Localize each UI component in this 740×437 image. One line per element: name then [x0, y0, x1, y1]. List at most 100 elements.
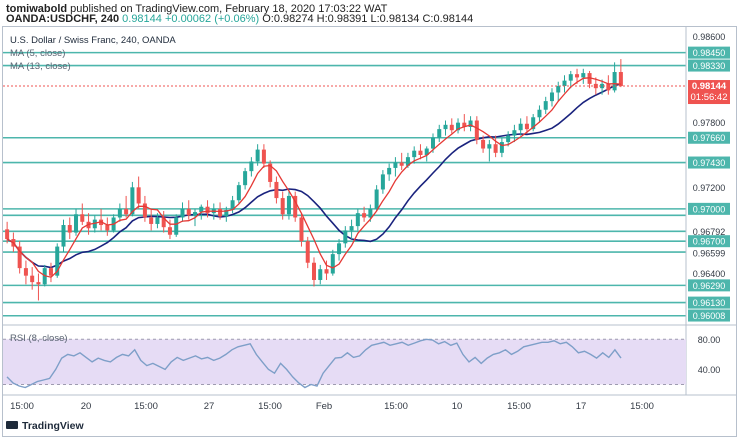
candle-57: [362, 206, 367, 222]
candle-85: [537, 105, 542, 123]
candle-body: [36, 282, 41, 285]
price-tag-bg-2: [688, 59, 730, 72]
candle-77: [487, 139, 492, 162]
last-price: 0.98144: [122, 13, 162, 25]
candle-52: [330, 249, 335, 276]
candle-body: [575, 74, 580, 78]
candle-35: [224, 206, 229, 222]
candle-56: [355, 208, 360, 231]
candle-body: [293, 195, 298, 218]
candle-71: [449, 118, 454, 134]
time-tick-label: 15:00: [10, 401, 34, 412]
candle-body: [581, 73, 586, 78]
candle-body: [186, 208, 191, 216]
open-value: O:0.98274: [262, 13, 314, 25]
candle-body: [430, 137, 435, 149]
candle-body: [167, 227, 172, 235]
candle-body: [136, 187, 141, 204]
candle-2: [17, 241, 22, 274]
candle-body: [324, 269, 329, 274]
candle-97: [612, 62, 617, 93]
candle-body: [23, 268, 28, 276]
candle-body: [543, 101, 548, 110]
candle-44: [280, 191, 285, 220]
candle-51: [324, 260, 329, 280]
candle-29: [186, 200, 191, 220]
candle-body: [149, 217, 154, 224]
bar-countdown: 01:56:42: [691, 92, 728, 103]
candle-23: [149, 208, 154, 231]
support-resistance-levels: [3, 51, 686, 317]
price-tag-bg-6: [688, 156, 730, 169]
candle-39: [249, 157, 254, 177]
legend-ma5[interactable]: MA (5, close): [10, 48, 65, 59]
candle-28: [180, 202, 185, 222]
tv-logo-icon: [6, 421, 18, 429]
price-tick-label: 0.96700: [693, 237, 726, 247]
candle-body: [218, 208, 223, 217]
candle-body: [562, 80, 567, 87]
candle-body: [268, 163, 273, 182]
candle-79: [499, 137, 504, 158]
candle-body: [305, 241, 310, 263]
time-tick-label: 17: [576, 401, 587, 412]
candle-body: [17, 246, 22, 269]
candle-body: [481, 139, 486, 149]
candle-body: [255, 149, 260, 162]
candle-18: [117, 203, 122, 222]
price-tick-label: 0.98450: [693, 48, 726, 58]
candle-body: [124, 208, 129, 215]
price-tick-label: 0.98600: [693, 32, 726, 42]
price-tick-label: 0.96130: [693, 298, 726, 308]
high-value: H:0.98391: [316, 13, 368, 25]
candle-88: [556, 81, 561, 102]
candle-body: [280, 198, 285, 215]
rsi-tick-label: 80.00: [698, 335, 721, 345]
candle-body: [606, 83, 611, 91]
legend-ma13[interactable]: MA (13, close): [10, 61, 71, 72]
author-name[interactable]: tomiwabold: [6, 3, 68, 15]
candle-body: [618, 72, 623, 87]
rsi-legend[interactable]: RSI (8, close): [10, 333, 68, 344]
candle-body: [343, 230, 348, 244]
candle-5: [36, 273, 41, 301]
candle-body: [418, 150, 423, 155]
tradingview-logo[interactable]: TradingView: [6, 420, 84, 432]
candle-body: [612, 72, 617, 91]
candle-body: [230, 200, 235, 210]
candle-body: [55, 246, 60, 276]
candle-10: [67, 217, 72, 240]
candle-body: [374, 189, 379, 209]
price-tag-bg-10: [688, 235, 730, 248]
time-tick-label: 15:00: [258, 401, 282, 412]
candle-32: [205, 200, 210, 218]
candle-body: [337, 243, 342, 255]
candle-69: [437, 124, 442, 143]
candle-67: [424, 146, 429, 162]
price-axis[interactable]: 0.98600 0.98450 0.98330 0.97800 0.97660 0.974…: [688, 32, 730, 322]
rsi-band: [3, 339, 686, 385]
candle-body: [193, 212, 198, 216]
candle-body: [512, 130, 517, 136]
price-tag-bg-8: [688, 202, 730, 215]
publish-line: tomiwabold published on TradingView.com,…: [6, 3, 387, 15]
candle-body: [556, 86, 561, 93]
candle-19: [124, 195, 129, 218]
candle-body: [368, 208, 373, 218]
candle-90: [568, 70, 573, 89]
candle-body: [142, 203, 147, 218]
candle-body: [180, 208, 185, 218]
candle-body: [393, 162, 398, 168]
price-tick-label: 0.97660: [693, 133, 726, 143]
time-axis[interactable]: 15:00 20 15:00 27 15:00 Feb 15:00 10 15:00 17 15:0…: [10, 401, 654, 412]
time-tick-label: 15:00: [507, 401, 531, 412]
ma5-line-group: [6, 77, 621, 278]
candle-body: [355, 213, 360, 227]
candle-body: [174, 217, 179, 235]
candle-body: [330, 254, 335, 274]
candle-body: [318, 269, 323, 280]
candle-89: [562, 75, 567, 93]
candle-body: [236, 185, 241, 201]
price-tick-label: 0.97430: [693, 158, 726, 168]
